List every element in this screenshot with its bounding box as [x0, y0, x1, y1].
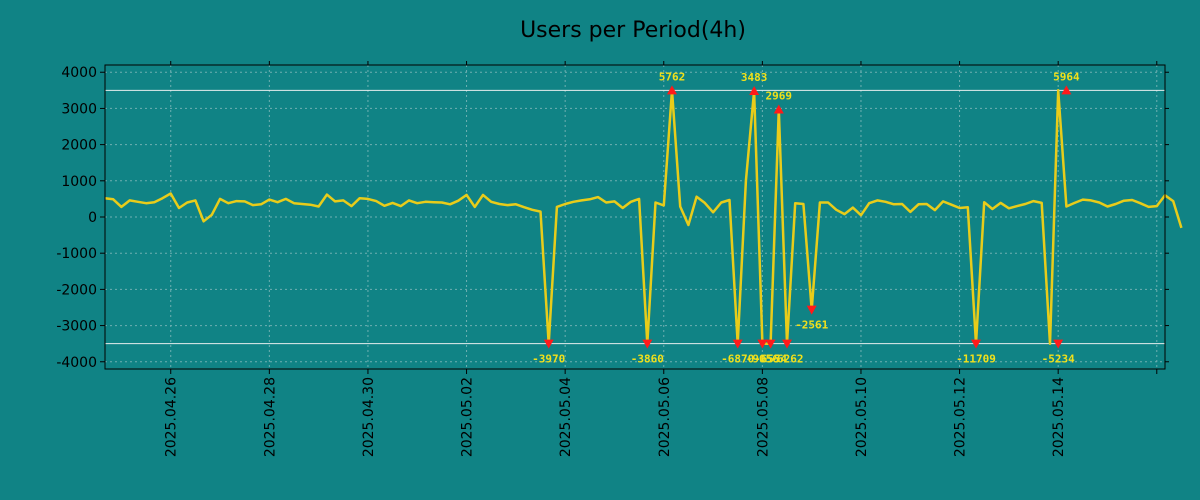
y-tick-label: 0 [88, 210, 97, 226]
y-tick-label: -1000 [56, 246, 97, 262]
peak-down-marker [732, 339, 743, 349]
peak-markers [543, 85, 1072, 349]
y-axis: 4000 3000 2000 1000 0 -1000 -2000 -3000 -4000 [56, 65, 1169, 371]
y-tick-label: -2000 [56, 282, 97, 298]
y-tick-label: 3000 [61, 101, 97, 117]
y-tick-label: 2000 [61, 138, 97, 154]
y-tick-label: -4000 [56, 355, 97, 371]
series-line-users [104, 89, 1183, 345]
peak-label: 2969 [766, 90, 793, 103]
peak-label: -11709 [956, 353, 996, 366]
peak-down-marker [757, 339, 768, 349]
x-tick-label: 2025.05.14 [1051, 377, 1067, 457]
peak-up-marker [749, 85, 760, 95]
x-tick-label: 2025.05.02 [460, 377, 476, 457]
peak-down-marker [543, 339, 554, 349]
x-tick-label: 2025.05.04 [558, 377, 574, 457]
y-tick-label: 1000 [61, 174, 97, 190]
peak-label: -3970 [532, 353, 565, 366]
peak-up-marker [773, 104, 784, 114]
peak-down-marker [642, 339, 653, 349]
chart-title: Users per Period(4h) [520, 18, 746, 43]
peak-up-marker [1061, 85, 1072, 95]
peak-label: -6262 [770, 353, 803, 366]
peak-label: -6554 [754, 353, 787, 366]
x-tick-label: 2025.05.06 [657, 377, 673, 457]
y-tick-label: -3000 [56, 319, 97, 335]
peak-label: 5762 [659, 70, 686, 83]
peak-up-marker [666, 85, 677, 95]
x-tick-label: 2025.05.12 [953, 377, 969, 457]
peak-down-marker [971, 339, 982, 349]
peak-down-marker [782, 339, 793, 349]
clip-lines [105, 89, 1165, 345]
peak-label: 3483 [741, 71, 768, 84]
peak-label: -9056 [746, 353, 779, 366]
peak-down-marker [765, 339, 776, 349]
series-users [104, 89, 1183, 345]
y-tick-label: 4000 [61, 65, 97, 81]
x-tick-label: 2025.05.10 [854, 377, 870, 457]
x-tick-label: 2025.04.26 [164, 377, 180, 457]
x-axis: 2025.04.26 2025.04.28 2025.04.30 2025.05.02… [164, 61, 1158, 457]
peak-label: -2561 [795, 319, 828, 332]
x-tick-label: 2025.05.08 [755, 377, 771, 457]
grid-lines [105, 65, 1165, 369]
peak-down-marker [806, 305, 817, 315]
peak-label: -3860 [631, 353, 664, 366]
peak-label: 5964 [1053, 70, 1080, 83]
peak-label: -5234 [1042, 353, 1075, 366]
peak-annotations: -3970 -3860 5762 -6870 3483 -9056-6554 2969 -62… [532, 70, 1080, 365]
x-tick-label: 2025.04.28 [262, 377, 278, 457]
peak-label: -6870 [721, 353, 754, 366]
peak-down-marker [1053, 339, 1064, 349]
x-tick-label: 2025.04.30 [361, 377, 377, 457]
